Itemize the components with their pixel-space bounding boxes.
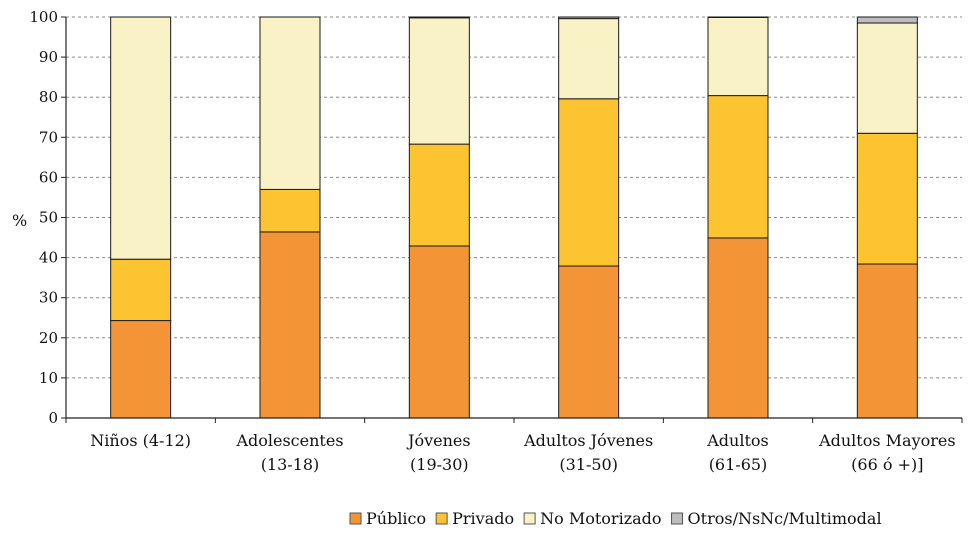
y-tick-label: 50 [39, 209, 58, 227]
x-category-label: Adultos [706, 431, 769, 450]
x-category-label: (19-30) [410, 455, 469, 474]
bar-segment-0-1 [259, 231, 321, 419]
y-tick-label: 90 [39, 48, 58, 66]
legend-label: No Motorizado [540, 509, 661, 528]
x-category-label: (66 ó +)] [851, 455, 923, 474]
bar-segment-1-2 [408, 143, 470, 247]
bar-segment-1-0 [110, 258, 172, 322]
x-category-label: Adultos Mayores [818, 431, 956, 450]
bar-segment-2-3 [558, 18, 620, 100]
bar-segment-3-3 [558, 16, 620, 20]
bar-segment-2-5 [856, 22, 918, 134]
y-tick-label: 10 [39, 369, 58, 387]
legend-label: Otros/NsNc/Multimodal [688, 509, 882, 528]
y-tick-label: 60 [39, 168, 58, 186]
x-category-label: (13-18) [261, 455, 320, 474]
legend-label: Público [366, 509, 426, 528]
legend-swatch [349, 512, 362, 525]
bar-segment-0-0 [110, 320, 172, 419]
bar-segment-2-1 [259, 16, 321, 190]
y-tick-label: 80 [39, 88, 58, 106]
gridlines [66, 16, 962, 379]
x-category-label: Jóvenes [406, 431, 471, 450]
y-tick-label: 30 [39, 289, 58, 307]
y-tick-label: 0 [48, 409, 58, 427]
bar-segment-1-3 [558, 98, 620, 267]
x-category-label: (61-65) [709, 455, 768, 474]
x-category-label: (31-50) [559, 455, 618, 474]
bar-segment-0-3 [558, 265, 620, 419]
bar-segment-0-5 [856, 263, 918, 419]
x-category-label: Niños (4-12) [90, 431, 191, 450]
legend-swatch [435, 512, 448, 525]
bar-segment-3-2 [408, 16, 470, 19]
y-axis-ticks: 0 10 20 30 40 50 60 70 80 90 100 [29, 8, 66, 427]
legend-swatch [523, 512, 536, 525]
axes [65, 17, 963, 423]
bar-segment-2-4 [707, 16, 769, 97]
bar-segment-1-5 [856, 132, 918, 265]
y-tick-label: 40 [39, 249, 58, 267]
x-category-label: Adolescentes [235, 431, 343, 450]
legend-label: Privado [452, 509, 514, 528]
bars [110, 16, 918, 419]
y-tick-label: 70 [39, 128, 58, 146]
bar-segment-2-0 [110, 16, 172, 260]
bar-segment-0-2 [408, 245, 470, 419]
bar-segment-3-5 [856, 16, 918, 24]
legend: Público Privado No Motorizado Otros/NsNc/Mu… [349, 509, 882, 528]
x-axis-categories: Niños (4-12) Adolescentes (13-18) Jóvenes (1… [90, 431, 955, 474]
legend-swatch [671, 512, 684, 525]
y-tick-label: 20 [39, 329, 58, 347]
x-category-label: Adultos Jóvenes [523, 431, 653, 450]
bar-segment-1-1 [259, 188, 321, 233]
y-axis-label: % [12, 211, 27, 230]
bar-segment-2-2 [408, 17, 470, 145]
bar-segment-0-4 [707, 237, 769, 419]
y-tick-label: 100 [29, 8, 58, 26]
bar-segment-1-4 [707, 95, 769, 239]
